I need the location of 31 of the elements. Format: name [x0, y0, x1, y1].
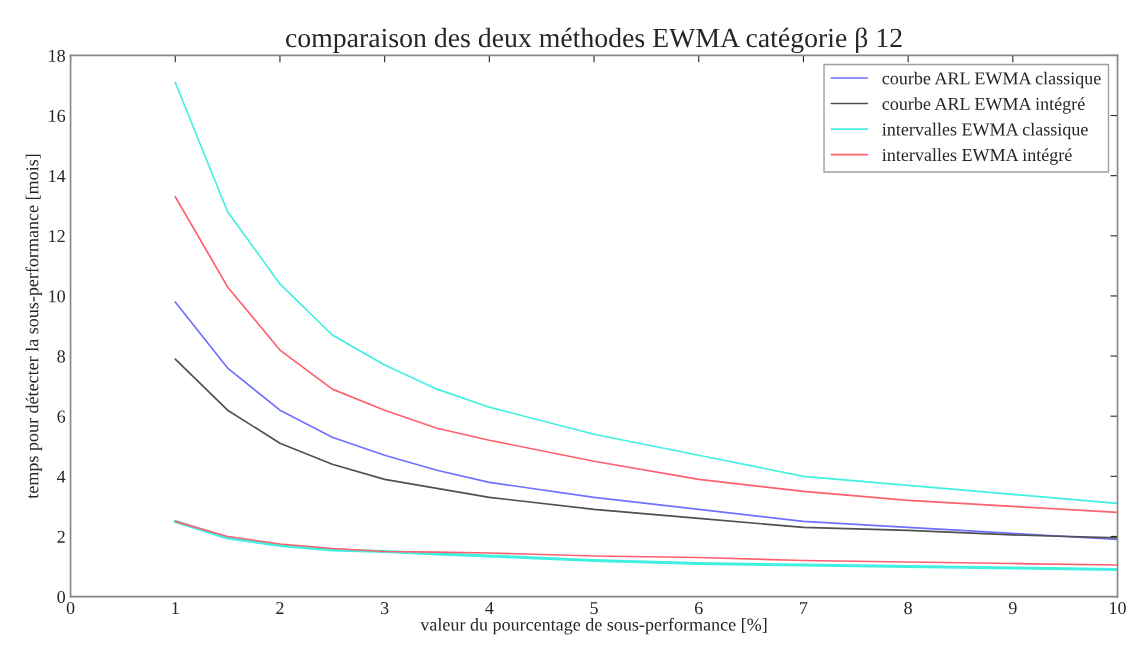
x-tick-label: 1 [172, 602, 179, 614]
x-tick-label: 10 [1110, 601, 1126, 615]
x-axis-title: valeur du pourcentage de sous-performance [%] [420, 617, 767, 635]
x-tick-label: 6 [694, 602, 703, 615]
x-tick-label: 0 [66, 601, 75, 615]
y-tick-label: 6 [57, 410, 66, 423]
y-tick-label: 4 [57, 470, 66, 483]
y-tick-label: 12 [49, 230, 65, 243]
legend-label: courbe ARL EWMA intégré [882, 97, 1085, 114]
x-tick-label: 2 [276, 602, 284, 614]
x-tick-label: 8 [904, 601, 912, 615]
x-tick-label: 3 [380, 602, 389, 615]
y-tick-label: 16 [49, 109, 66, 122]
legend-label: intervalles EWMA intégré [882, 148, 1072, 165]
y-tick-label: 14 [49, 170, 66, 182]
x-tick-label: 4 [485, 602, 494, 614]
line-series [174, 301, 1118, 541]
x-tick-label: 5 [590, 602, 598, 615]
line-series [174, 195, 1118, 514]
legend-label: courbe ARL EWMA classique [882, 71, 1101, 89]
y-tick-label: 2 [57, 530, 65, 543]
x-tick-label: 7 [800, 602, 808, 614]
y-axis-title: temps pour détecter la sous-performance [mois] [25, 154, 43, 499]
y-tick-label: 10 [49, 290, 66, 303]
legend-label: intervalles EWMA classique [882, 122, 1088, 140]
line-series [174, 358, 1118, 539]
y-tick-label: 18 [49, 49, 66, 62]
y-tick-label: 0 [57, 590, 66, 604]
chart-title: comparaison des deux méthodes EWMA catégorie β 12 [286, 27, 902, 54]
y-tick-label: 8 [57, 350, 66, 363]
x-tick-label: 9 [1008, 602, 1017, 615]
